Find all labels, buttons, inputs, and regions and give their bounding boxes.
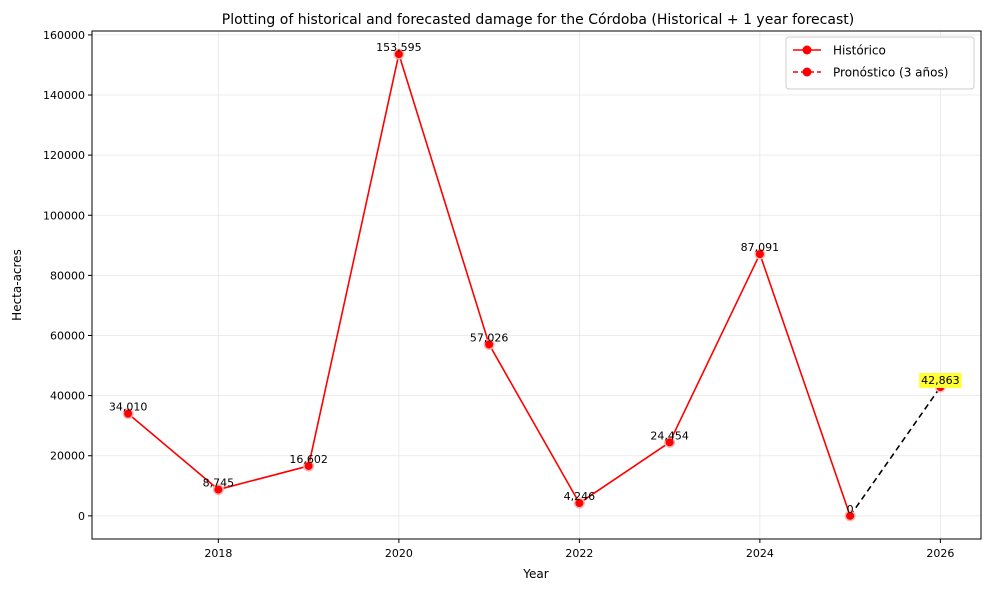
data-labels: 34,010 8,745 16,602 153,595 57,026 4,246 24,45…	[109, 41, 962, 516]
data-label: 87,091	[741, 241, 780, 254]
x-axis-ticks: 2018 2020 2022 2024 2026	[204, 539, 954, 560]
x-tick-label: 2026	[926, 547, 954, 560]
chart-title: Plotting of historical and forecasted da…	[222, 12, 854, 28]
legend: Histórico Pronóstico (3 años)	[785, 36, 975, 90]
data-label: 8,745	[203, 477, 235, 490]
y-axis-ticks: 0 20000 40000 60000 80000 100000 120000 140000 1…	[43, 29, 92, 523]
series-line-pronostico	[849, 386, 942, 517]
data-label: 57,026	[470, 331, 509, 344]
y-tick-label: 40000	[50, 390, 85, 403]
data-label: 0	[847, 503, 854, 516]
data-label: 153,595	[376, 41, 422, 54]
legend-marker-historico	[802, 45, 812, 55]
series-points	[122, 48, 946, 522]
legend-label-pronostico: Pronóstico (3 años)	[833, 66, 948, 80]
legend-box	[785, 36, 975, 90]
y-tick-label: 0	[78, 510, 85, 523]
data-label: 34,010	[109, 401, 148, 414]
data-point	[124, 409, 133, 418]
y-axis-label: Hecta-acres	[10, 249, 24, 321]
y-tick-label: 80000	[50, 269, 85, 282]
y-tick-label: 160000	[43, 29, 85, 42]
data-point	[214, 485, 223, 494]
data-label: 16,602	[289, 453, 328, 466]
x-axis-label: Year	[522, 567, 548, 581]
forecast-data-label: 42,863	[921, 374, 960, 387]
y-tick-label: 120000	[43, 149, 85, 162]
grid-lines	[92, 31, 981, 539]
series-line-historico	[127, 51, 851, 517]
legend-label-historico: Histórico	[833, 44, 886, 58]
data-point	[575, 499, 584, 508]
y-tick-label: 20000	[50, 450, 85, 463]
data-point	[394, 50, 403, 59]
forecast-label-highlight	[919, 373, 962, 389]
data-point	[304, 461, 313, 470]
x-tick-label: 2024	[746, 547, 774, 560]
x-tick-label: 2018	[204, 547, 232, 560]
data-label: 4,246	[564, 490, 596, 503]
data-point	[846, 511, 855, 520]
plot-frame	[91, 30, 982, 540]
data-label: 24,454	[650, 429, 689, 442]
x-tick-label: 2020	[385, 547, 413, 560]
y-tick-label: 140000	[43, 89, 85, 102]
series-lines	[127, 51, 942, 517]
x-tick-label: 2022	[565, 547, 593, 560]
y-tick-label: 100000	[43, 209, 85, 222]
data-point	[665, 438, 674, 447]
y-tick-label: 60000	[50, 329, 85, 342]
data-point	[485, 340, 494, 349]
data-point	[755, 250, 764, 259]
legend-marker-pronostico	[802, 67, 812, 77]
